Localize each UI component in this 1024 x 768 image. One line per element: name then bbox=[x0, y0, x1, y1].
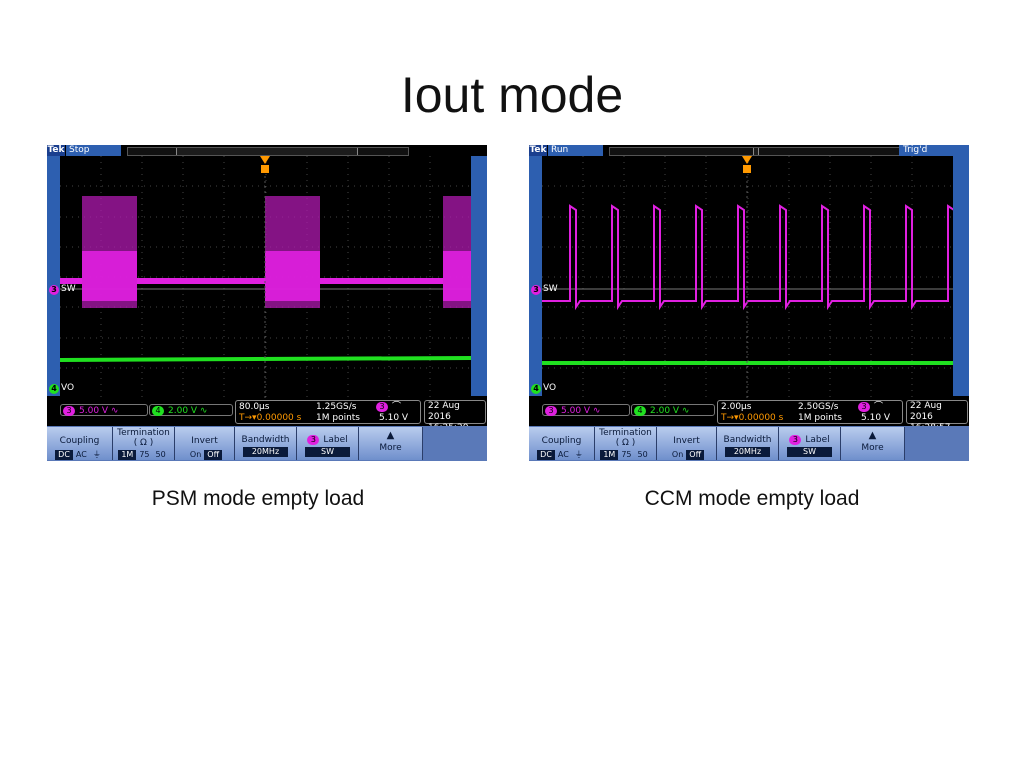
ch3-waveform-ccm bbox=[542, 204, 953, 311]
record-length: 1M points bbox=[798, 413, 842, 423]
ch4-ground-marker[interactable]: 4 bbox=[49, 384, 59, 394]
ch4-label: VO bbox=[61, 383, 75, 393]
invert-button[interactable]: Invert On Off bbox=[175, 427, 235, 460]
coupling-button[interactable]: Coupling DC AC ⏚ bbox=[47, 427, 113, 460]
trigger-position: T→▾0.00000 s bbox=[721, 413, 784, 423]
timebase-box[interactable]: 80.0µs T→▾0.00000 s 1.25GS/s 1M points 3… bbox=[235, 400, 421, 424]
termination-button[interactable]: Termination ( Ω ) 1M 75 50 bbox=[595, 427, 657, 460]
caption-psm: PSM mode empty load bbox=[151, 487, 365, 510]
record-view-bar bbox=[127, 147, 409, 156]
bandwidth-button[interactable]: Bandwidth 20MHz bbox=[235, 427, 297, 460]
trigger-status: Trig'd bbox=[899, 145, 969, 156]
more-button[interactable]: ▲ More bbox=[841, 427, 905, 460]
bandwidth-button[interactable]: Bandwidth 20MHz bbox=[717, 427, 779, 460]
ch3-scale-box[interactable]: 3 5.00 V ∿ bbox=[542, 404, 630, 416]
readout-bar: 3 5.00 V ∿ 4 2.00 V ∿ 80.0µs T→▾0.00000 s … bbox=[47, 398, 487, 433]
trigger-level: 5.10 V bbox=[379, 413, 409, 423]
coupling-button[interactable]: Coupling DC AC ⏚ bbox=[529, 427, 595, 460]
label-button[interactable]: 3 Label SW bbox=[779, 427, 841, 460]
bottom-menu: Coupling DC AC ⏚ Termination ( Ω ) 1M 75 50 … bbox=[529, 426, 969, 461]
ch3-scale-box[interactable]: 3 5.00 V ∿ bbox=[60, 404, 148, 416]
ch3-ground-marker[interactable]: 3 bbox=[49, 285, 59, 295]
date-time-box: 22 Aug 2016 16:25:20 bbox=[424, 400, 486, 433]
timebase: 2.00µs bbox=[721, 402, 752, 412]
trigger-source: 3 ⌒ bbox=[376, 402, 401, 413]
acquisition-state: Run bbox=[548, 145, 603, 156]
ch3-waveform-psm bbox=[60, 196, 471, 308]
ch4-label: VO bbox=[543, 383, 557, 393]
ch4-ground-marker[interactable]: 4 bbox=[531, 384, 541, 394]
date: 22 Aug 2016 bbox=[428, 401, 460, 422]
waveform-display bbox=[542, 156, 953, 398]
trigger-level: 5.10 V bbox=[861, 413, 891, 423]
ch4-scale-box[interactable]: 4 2.00 V ∿ bbox=[149, 404, 233, 416]
right-side-bar bbox=[953, 156, 969, 396]
caption-ccm: CCM mode empty load bbox=[644, 487, 860, 510]
oscilloscope-screen-psm: Tek Stop 3 SW 4 VO 3 5.00 V ∿ bbox=[47, 145, 487, 461]
trigger-position-marker bbox=[742, 156, 752, 164]
graticule-lines bbox=[542, 156, 953, 398]
tek-logo: Tek bbox=[529, 145, 547, 156]
trigger-position: T→▾0.00000 s bbox=[239, 413, 302, 423]
bottom-menu: Coupling DC AC ⏚ Termination ( Ω ) 1M 75 50 … bbox=[47, 426, 487, 461]
readout-bar: 3 5.00 V ∿ 4 2.00 V ∿ 2.00µs T→▾0.00000 s … bbox=[529, 398, 969, 433]
waveform-display bbox=[60, 156, 471, 398]
trigger-source: 3 ⌒ bbox=[858, 402, 883, 413]
sample-rate: 1.25GS/s bbox=[316, 402, 357, 412]
date: 22 Aug 2016 bbox=[910, 401, 942, 422]
left-side-bar bbox=[529, 156, 542, 396]
more-button[interactable]: ▲ More bbox=[359, 427, 423, 460]
record-window bbox=[753, 148, 759, 155]
status-bar: Tek Run Trig'd bbox=[529, 145, 969, 156]
tek-logo: Tek bbox=[47, 145, 65, 156]
ch3-ground-marker[interactable]: 3 bbox=[531, 285, 541, 295]
ch3-label: SW bbox=[543, 284, 558, 294]
trigger-position-marker bbox=[260, 156, 270, 164]
ch3-label: SW bbox=[61, 284, 76, 294]
up-arrow-icon: ▲ bbox=[868, 430, 877, 441]
label-button[interactable]: 3 Label SW bbox=[297, 427, 359, 460]
termination-button[interactable]: Termination ( Ω ) 1M 75 50 bbox=[113, 427, 175, 460]
record-window bbox=[176, 148, 358, 155]
timebase: 80.0µs bbox=[239, 402, 270, 412]
acquisition-state: Stop bbox=[66, 145, 121, 156]
timebase-box[interactable]: 2.00µs T→▾0.00000 s 2.50GS/s 1M points 3… bbox=[717, 400, 903, 424]
status-bar: Tek Stop bbox=[47, 145, 487, 156]
ch4-waveform bbox=[60, 356, 471, 362]
record-view-bar bbox=[609, 147, 901, 156]
oscilloscope-screen-ccm: Tek Run Trig'd 3 SW 4 VO 3 5.00 V ∿ 4 2.00… bbox=[529, 145, 969, 461]
ch4-scale-box[interactable]: 4 2.00 V ∿ bbox=[631, 404, 715, 416]
sample-rate: 2.50GS/s bbox=[798, 402, 839, 412]
left-side-bar bbox=[47, 156, 60, 396]
date-time-box: 22 Aug 2016 16:28:57 bbox=[906, 400, 968, 433]
slide-title: Iout mode bbox=[400, 67, 624, 123]
right-side-bar bbox=[471, 156, 487, 396]
up-arrow-icon: ▲ bbox=[386, 430, 395, 441]
invert-button[interactable]: Invert On Off bbox=[657, 427, 717, 460]
record-length: 1M points bbox=[316, 413, 360, 423]
